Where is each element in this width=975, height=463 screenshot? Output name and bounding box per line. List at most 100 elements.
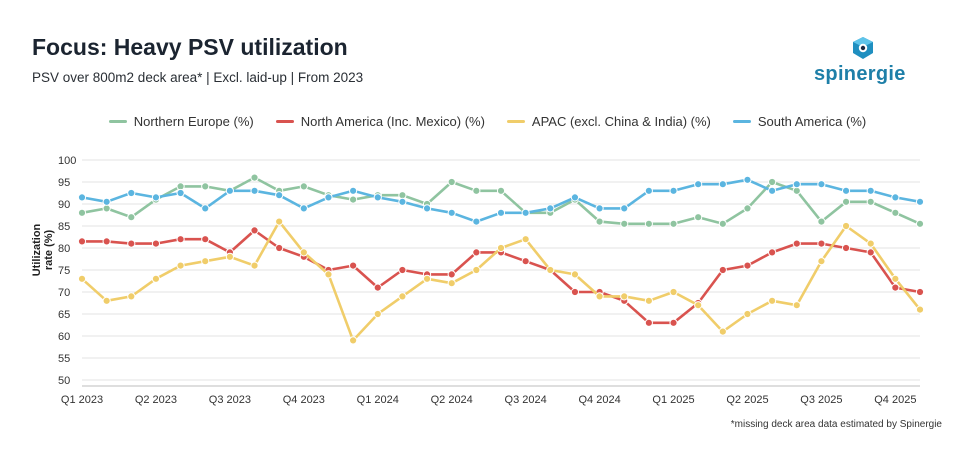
data-point — [915, 219, 925, 228]
data-point — [792, 180, 801, 189]
data-point — [817, 180, 826, 189]
legend-label: Northern Europe (%) — [133, 114, 254, 129]
y-tick-label: 75 — [58, 265, 70, 277]
data-point — [718, 219, 727, 228]
data-point — [817, 239, 826, 248]
data-point — [225, 186, 234, 195]
data-point — [151, 274, 161, 283]
legend-swatch — [732, 120, 751, 123]
logo-eye-icon — [853, 37, 873, 59]
x-tick-label: Q1 2023 — [61, 394, 103, 406]
data-point — [102, 237, 111, 246]
data-point — [77, 208, 87, 217]
legend-item-northern-europe[interactable]: Northern Europe (%) — [108, 114, 254, 129]
x-tick-label: Q1 2025 — [652, 394, 694, 406]
data-point — [718, 180, 727, 189]
data-point — [496, 186, 506, 195]
data-point — [102, 296, 111, 305]
data-point — [373, 283, 382, 292]
data-point — [866, 197, 875, 206]
y-tick-label: 100 — [58, 155, 76, 167]
data-point — [718, 327, 727, 336]
legend-item-apac[interactable]: APAC (excl. China & India) (%) — [506, 114, 711, 129]
data-point — [743, 204, 752, 213]
data-point — [743, 309, 752, 319]
y-tick-label: 90 — [58, 199, 70, 211]
data-point — [102, 197, 111, 206]
data-point — [644, 318, 653, 327]
data-point — [201, 204, 210, 213]
data-point — [891, 193, 900, 202]
data-point — [792, 301, 801, 310]
data-point — [891, 274, 900, 283]
data-point — [324, 193, 333, 202]
data-point — [694, 301, 703, 310]
data-point — [792, 239, 801, 248]
data-point — [422, 204, 432, 213]
legend-swatch — [275, 120, 294, 123]
chart-subtitle: PSV over 800m2 deck area* | Excl. laid-u… — [32, 70, 364, 85]
data-point — [447, 208, 456, 217]
data-point — [398, 292, 407, 301]
data-point — [644, 186, 653, 195]
data-point — [77, 193, 87, 202]
x-tick-label: Q3 2023 — [209, 394, 251, 406]
data-point — [743, 261, 752, 270]
data-point — [595, 204, 604, 213]
data-point — [595, 217, 604, 226]
data-point — [718, 265, 727, 275]
data-point — [472, 217, 481, 226]
data-point — [521, 257, 530, 266]
data-point — [891, 283, 900, 292]
y-tick-label: 80 — [58, 243, 70, 255]
data-point — [275, 217, 284, 226]
data-point — [324, 270, 333, 279]
data-point — [891, 208, 900, 217]
data-point — [620, 292, 629, 301]
data-point — [841, 186, 851, 195]
data-point — [496, 208, 506, 217]
data-point — [275, 191, 284, 200]
data-point — [669, 318, 678, 327]
data-point — [743, 175, 752, 184]
data-point — [546, 204, 555, 213]
chart-title: Focus: Heavy PSV utilization — [32, 34, 348, 60]
data-point — [349, 261, 358, 270]
data-point — [620, 204, 629, 213]
data-point — [275, 243, 284, 253]
data-point — [841, 221, 851, 231]
data-point — [447, 177, 456, 187]
data-point — [521, 208, 530, 217]
x-tick-label: Q1 2024 — [357, 394, 399, 406]
data-point — [694, 213, 703, 222]
data-point — [570, 270, 580, 279]
legend-swatch — [108, 120, 127, 123]
data-point — [151, 193, 161, 202]
legend-item-north-america[interactable]: North America (Inc. Mexico) (%) — [275, 114, 485, 129]
data-point — [768, 296, 777, 305]
legend-item-south-america[interactable]: South America (%) — [732, 114, 866, 129]
data-point — [299, 204, 308, 213]
data-point — [570, 287, 580, 297]
data-point — [669, 287, 678, 297]
spinergie-logo: spinergie — [808, 36, 918, 88]
data-point — [669, 219, 678, 228]
data-point — [595, 292, 604, 301]
data-point — [201, 235, 210, 244]
data-point — [250, 186, 259, 195]
data-point — [768, 186, 777, 195]
data-point — [915, 305, 925, 314]
y-tick-label: 50 — [58, 375, 70, 387]
data-point — [176, 261, 185, 270]
data-point — [250, 173, 259, 182]
x-tick-label: Q2 2025 — [726, 394, 768, 406]
x-tick-label: Q3 2025 — [800, 394, 842, 406]
legend-label: North America (Inc. Mexico) (%) — [300, 114, 485, 129]
data-point — [127, 292, 136, 301]
data-point — [496, 243, 506, 253]
x-tick-label: Q4 2025 — [874, 394, 916, 406]
data-point — [373, 309, 382, 319]
data-point — [422, 274, 432, 283]
y-tick-label: 60 — [58, 331, 70, 343]
data-point — [398, 197, 407, 206]
